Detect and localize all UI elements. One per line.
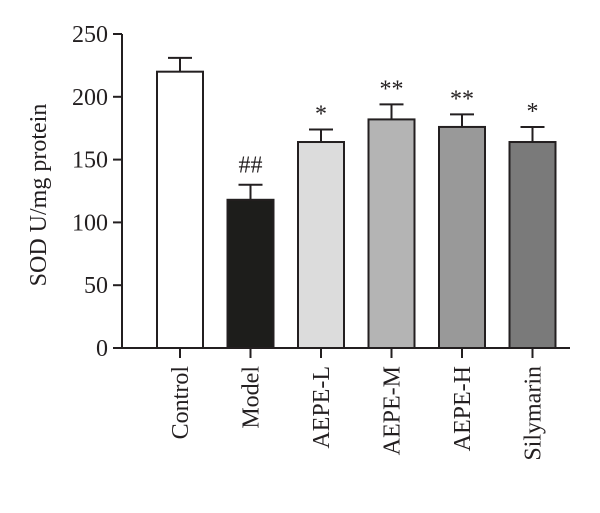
y-axis-label: SOD U/mg protein [26, 104, 52, 287]
significance-label: ** [450, 86, 474, 112]
y-axis: 0 50 100 150 200 250 [72, 22, 123, 362]
y-tick-label: 100 [72, 210, 108, 236]
significance-labels: ##*** ** * [239, 76, 539, 178]
y-tick-label: 250 [72, 22, 108, 48]
y-tick-label: 200 [72, 85, 108, 111]
x-tick-label: AEPE-L [309, 366, 335, 449]
significance-label: * [527, 99, 539, 125]
y-tick-label: 50 [84, 273, 108, 299]
x-axis [121, 347, 570, 358]
category-labels: Control Model AEPE-L AEPE-M AEPE-H Silymarin [168, 366, 547, 461]
x-tick-label: Silymarin [521, 366, 547, 461]
bar-silymarin [508, 141, 557, 349]
bar-aepe-h [438, 125, 486, 349]
x-tick-label: AEPE-H [450, 366, 476, 451]
x-tick-label: Control [168, 366, 194, 440]
bar-aepe-l [297, 141, 345, 349]
error-bars [168, 56, 545, 200]
bar-aepe-m [367, 118, 416, 349]
x-tick-label: AEPE-M [380, 366, 406, 455]
bars [156, 70, 557, 350]
bar-model [226, 198, 275, 349]
significance-label: * [315, 101, 327, 127]
bar-control [156, 70, 204, 350]
x-tick-label: Model [239, 366, 265, 429]
y-tick-label: 150 [72, 148, 108, 174]
significance-label: ** [380, 76, 404, 102]
significance-label: ## [239, 153, 263, 179]
y-tick-label: 0 [96, 336, 108, 362]
